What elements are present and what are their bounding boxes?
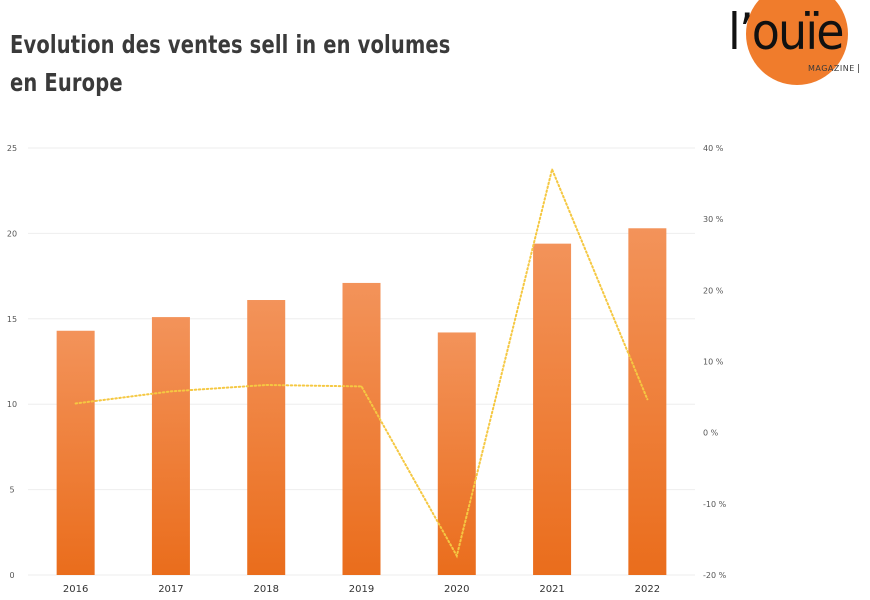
bar-2022 (628, 228, 667, 575)
y-left-tick-label: 25 (7, 144, 17, 153)
line-point-2016 (74, 402, 77, 405)
y-left-tick-label: 5 (9, 486, 14, 495)
y-right-tick-label: -20 % (703, 571, 727, 580)
bar-2019 (342, 282, 381, 575)
title-line-2: en Europe (10, 68, 123, 97)
y-axis-right: -20 % -10 % 0 % 10 % 20 % 30 % 40 % (703, 144, 727, 580)
y-left-tick-label: 15 (7, 315, 17, 324)
line-point-2019 (360, 385, 363, 388)
x-tick-label: 2022 (635, 584, 660, 595)
bar-2018 (247, 300, 286, 575)
line-point-2018 (265, 384, 268, 386)
logo-wordmark: l’ouïe (728, 3, 845, 61)
y-right-tick-label: 30 % (703, 215, 724, 224)
brand-logo: l’ouïe MAGAZINE (724, 0, 870, 95)
chart-title: Evolution des ventes sell in en volumes … (10, 26, 451, 102)
bar-2016 (56, 330, 95, 575)
y-right-tick-label: -10 % (703, 500, 727, 509)
bar-2021 (533, 243, 572, 575)
x-axis: 2016 2017 2018 2019 2020 2021 2022 (63, 584, 660, 595)
y-axis-left: 0 5 10 15 20 25 (7, 144, 17, 580)
y-left-tick-label: 10 (7, 400, 17, 409)
y-right-tick-label: 20 % (703, 286, 724, 295)
y-left-tick-label: 20 (7, 229, 17, 238)
growth-line-series (74, 166, 649, 559)
y-right-tick-label: 40 % (703, 144, 724, 153)
title-line-1: Evolution des ventes sell in en volumes (10, 30, 451, 59)
bar-2017 (151, 317, 190, 575)
y-right-tick-label: 0 % (703, 429, 719, 438)
bar-series (56, 228, 667, 575)
x-tick-label: 2016 (63, 584, 88, 595)
line-point-2021 (551, 168, 553, 171)
x-tick-label: 2019 (349, 584, 374, 595)
line-point-2022 (646, 398, 649, 401)
line-point-2017 (170, 390, 172, 393)
y-left-tick-label: 0 (9, 571, 14, 580)
y-right-tick-label: 10 % (703, 358, 724, 367)
logo-subtitle: MAGAZINE (808, 64, 859, 73)
x-tick-label: 2017 (158, 584, 183, 595)
x-tick-label: 2020 (444, 584, 469, 595)
x-tick-label: 2021 (539, 584, 564, 595)
line-point-2020 (455, 554, 458, 557)
x-tick-label: 2018 (253, 584, 278, 595)
bar-2020 (437, 332, 476, 575)
logo-circle-icon (746, 0, 848, 85)
